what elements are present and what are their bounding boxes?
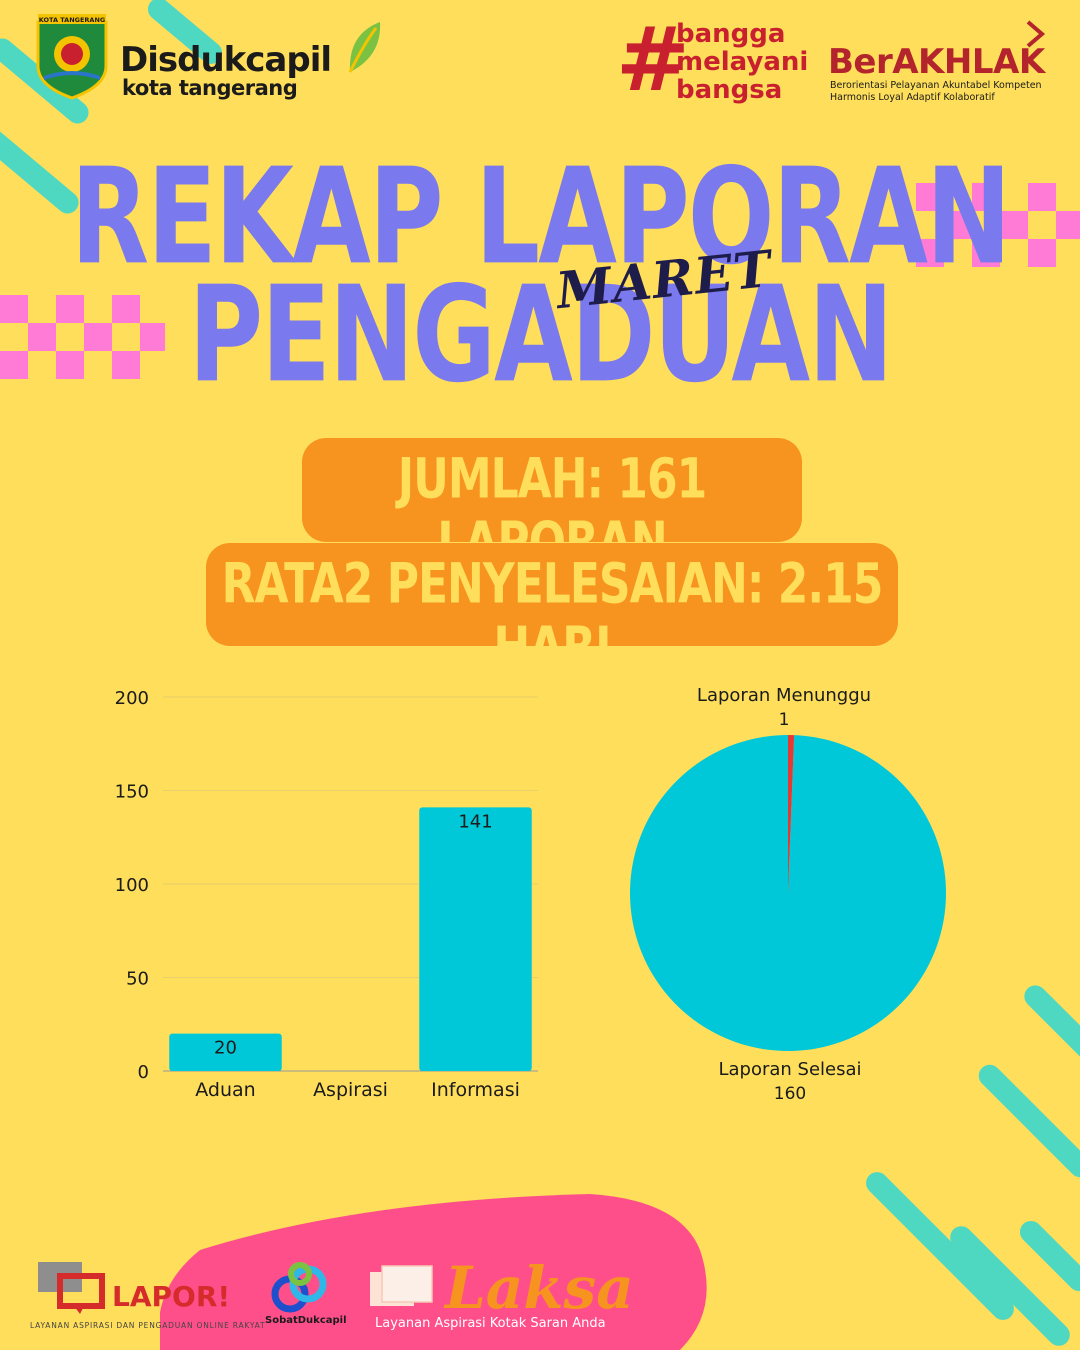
title-line-2: PENGADUAN: [188, 258, 893, 413]
bar: [169, 1033, 282, 1071]
bangga-line: melayani: [676, 47, 809, 77]
title-line-1: REKAP LAPORAN: [70, 140, 1012, 295]
y-tick-label: 50: [126, 969, 149, 990]
pie-chart: Laporan Menunggu 1 Laporan Selesai 160: [629, 685, 946, 1104]
pie-slice: [629, 735, 946, 1051]
laksa-logo-text: Laksa: [445, 1254, 634, 1322]
lapor-tagline: LAYANAN ASPIRASI DAN PENGADUAN ONLINE RA…: [30, 1321, 266, 1330]
crest-label: KOTA TANGERANG: [39, 16, 105, 24]
bangga-hash-icon: #: [616, 8, 690, 111]
bar: [419, 807, 532, 1071]
chevron-right-icon: [1026, 20, 1046, 48]
bar-data-label: 20: [214, 1038, 237, 1059]
total-reports-badge: JUMLAH: 161 LAPORAN: [302, 438, 802, 575]
x-tick-label: Informasi: [431, 1079, 520, 1101]
bangga-line: bangsa: [676, 75, 783, 105]
decorative-stripe: [974, 1060, 1080, 1182]
berakhlak-tagline: Harmonis Loyal Adaptif Kolaboratif: [830, 92, 995, 103]
pie-value-label: 1: [779, 710, 790, 730]
kota-tangerang-crest-icon: KOTA TANGERANG: [36, 14, 108, 100]
berakhlak-logo: BerAKHLAK: [828, 42, 1045, 82]
sobat-dukcapil-logo-icon: [271, 1262, 327, 1313]
sobat-dukcapil-label: SobatDukcapil: [265, 1315, 347, 1326]
brand-name: Disdukcapil: [120, 40, 332, 80]
lapor-chat-icon: [38, 1262, 105, 1314]
y-tick-label: 150: [115, 782, 149, 803]
laksa-box-icon: [370, 1265, 433, 1306]
y-tick-label: 100: [115, 875, 149, 896]
bar-data-label: 141: [458, 811, 492, 832]
laksa-tagline: Layanan Aspirasi Kotak Saran Anda: [375, 1316, 606, 1331]
decorative-stripe: [1019, 980, 1080, 1082]
pie-label: Laporan Selesai: [718, 1059, 861, 1080]
checker-pattern-left: [0, 295, 165, 380]
x-tick-label: Aspirasi: [313, 1079, 388, 1101]
pie-value-label: 160: [774, 1084, 806, 1104]
pie-label: Laporan Menunggu: [697, 685, 871, 706]
berakhlak-tagline: Berorientasi Pelayanan Akuntabel Kompete…: [830, 80, 1042, 91]
bangga-line: bangga: [676, 19, 786, 49]
lapor-logo-text: LAPOR!: [112, 1280, 231, 1313]
brand-subtitle: kota tangerang: [122, 76, 298, 100]
x-tick-label: Aduan: [195, 1079, 255, 1101]
pie-slice: [788, 735, 795, 893]
checker-pattern-right: [916, 183, 1080, 268]
decorative-stripe: [1015, 1216, 1080, 1296]
bar-chart: 0 50 100 150 200 20 Aduan Aspirasi 141 Informasi: [115, 688, 538, 1101]
y-tick-label: 200: [115, 688, 149, 709]
average-completion-text: RATA2 PENYELESAIAN: 2.15 HARI: [221, 552, 884, 680]
average-completion-badge: RATA2 PENYELESAIAN: 2.15 HARI: [206, 543, 898, 680]
y-tick-label: 0: [138, 1062, 149, 1083]
decorative-stripe: [861, 1167, 1019, 1325]
leaf-icon: [348, 22, 381, 73]
